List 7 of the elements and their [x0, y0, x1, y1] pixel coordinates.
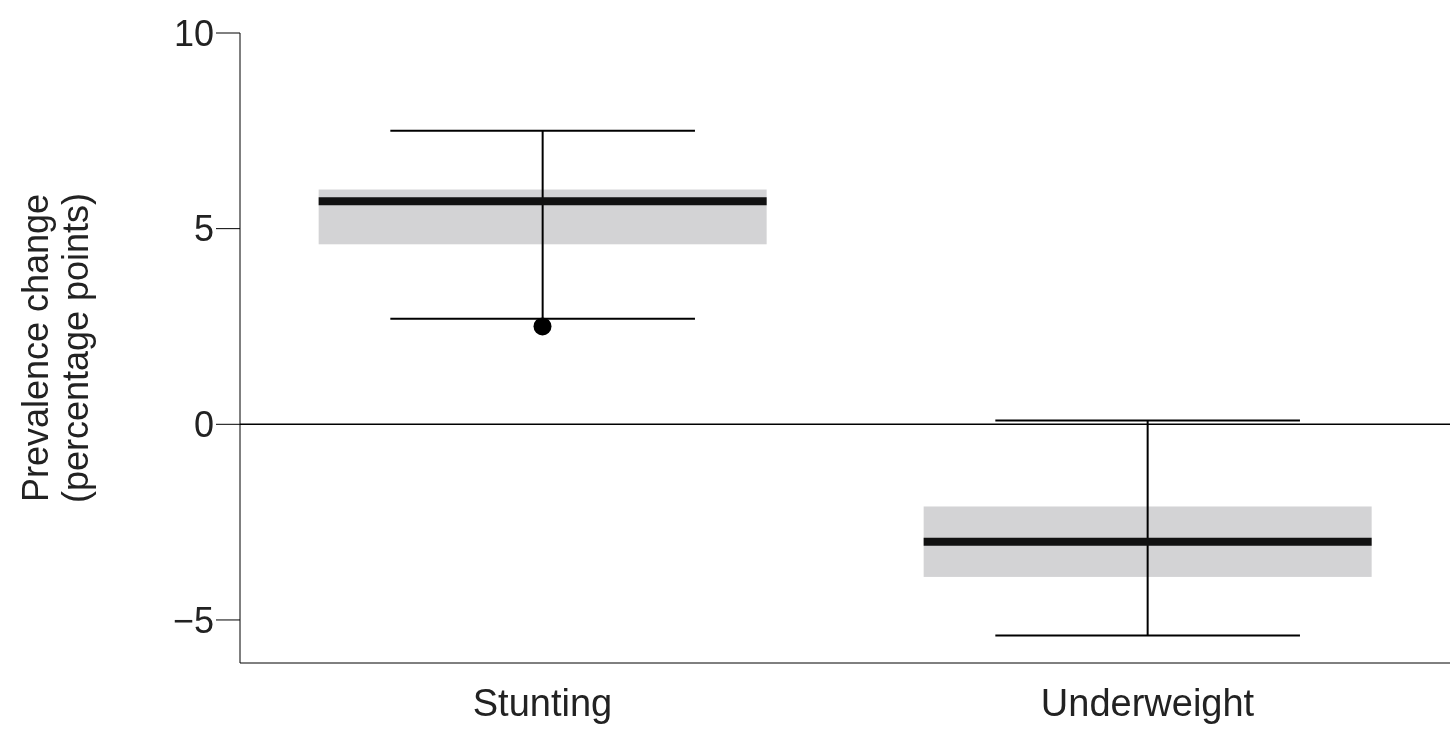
x-tick-label: Stunting — [472, 681, 613, 724]
x-tick-label: Underweight — [1040, 681, 1255, 724]
y-tick-label: 10 — [173, 12, 214, 54]
y-tick-label: 0 — [193, 404, 214, 446]
y-tick-label: −5 — [172, 599, 214, 641]
y-axis-title: Prevalence change (percentage points) — [15, 192, 96, 504]
y-tick-label: 5 — [193, 208, 214, 250]
